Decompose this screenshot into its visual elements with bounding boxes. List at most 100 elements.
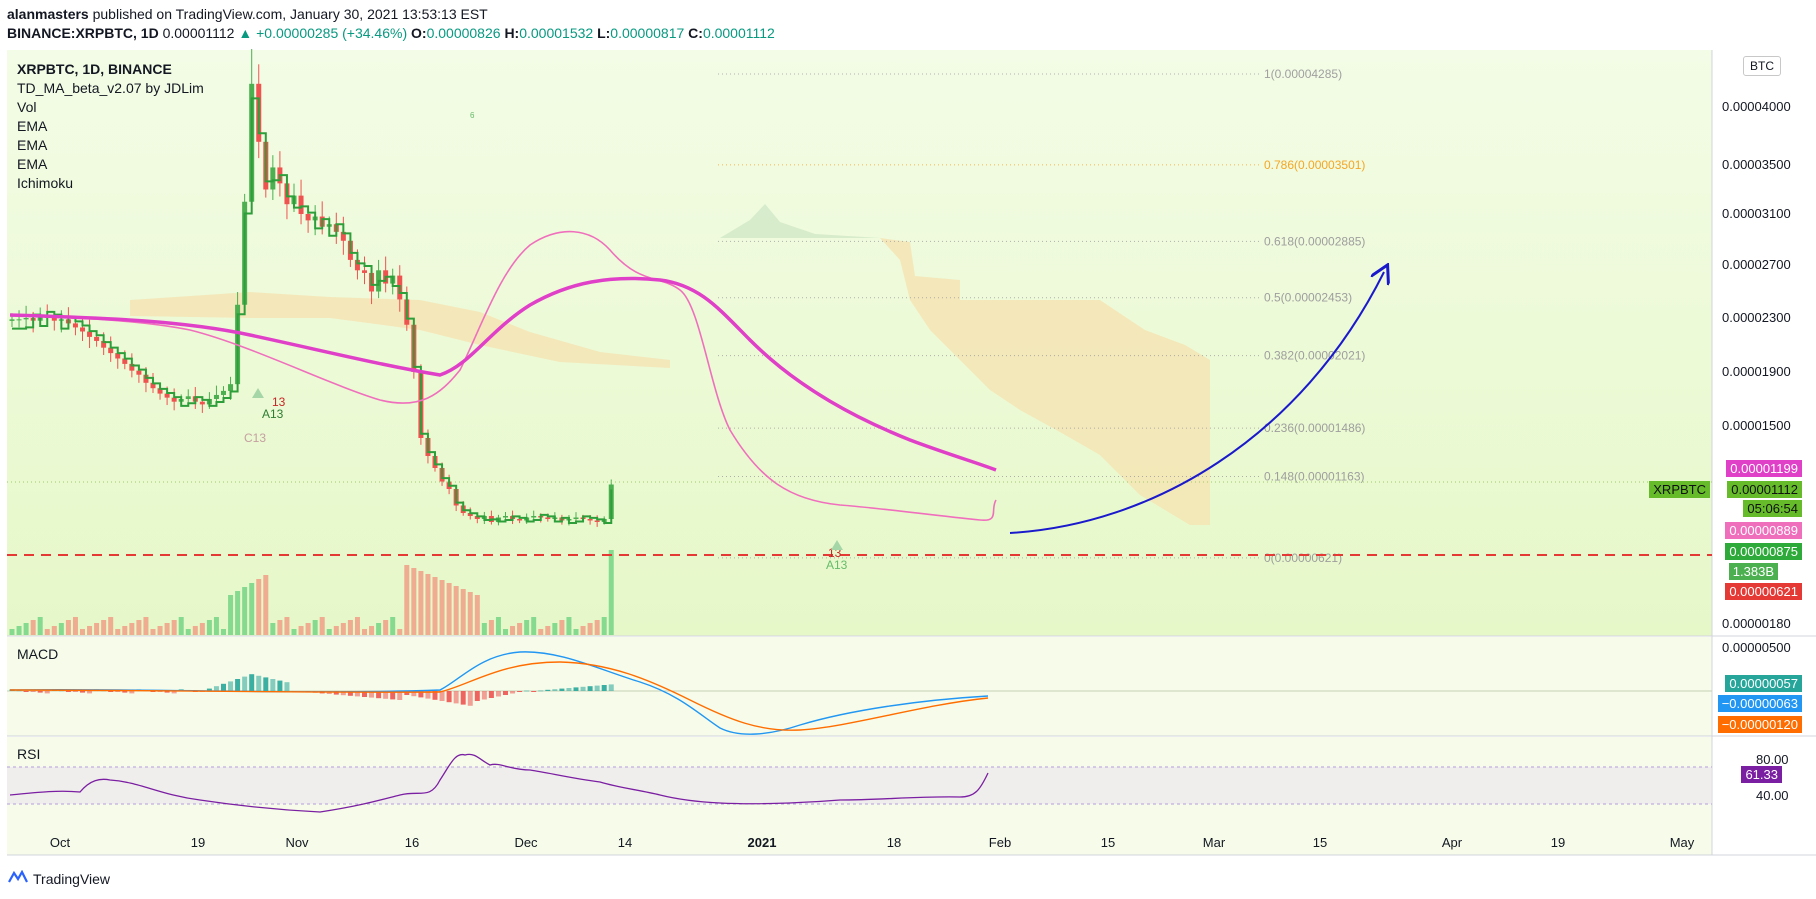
volume-bar — [411, 568, 417, 635]
x-axis-tick: Nov — [285, 835, 309, 850]
rsi-title[interactable]: RSI — [17, 746, 41, 762]
legend-item[interactable]: TD_MA_beta_v2.07 by JDLim — [17, 80, 204, 96]
candle-body — [228, 384, 234, 391]
last-price: 0.00001112 — [162, 25, 235, 41]
macd-bar — [108, 691, 114, 692]
macd-bar — [538, 690, 544, 692]
x-axis-labels: Oct 19 Nov 16 Dec 14 2021 18 Feb 15 Mar 15 Apr 19 May — [50, 835, 1695, 850]
candle-body — [94, 336, 100, 341]
macd-bar — [37, 691, 43, 693]
candle-body — [136, 370, 142, 375]
candle-body — [305, 214, 311, 221]
candle-body — [213, 394, 219, 399]
volume-bar — [354, 617, 360, 635]
volume-bar — [270, 623, 276, 635]
svg-text:C13: C13 — [244, 431, 266, 445]
macd-bar — [263, 677, 269, 691]
candle-body — [362, 270, 367, 273]
legend-item[interactable]: Vol — [17, 99, 37, 115]
author-name[interactable]: alanmasters — [7, 6, 89, 22]
macd-bar — [446, 691, 452, 703]
footer-brand[interactable]: TradingView — [8, 869, 110, 887]
chart-canvas[interactable]: 1(0.00004285) 0.786(0.00003501) 0.618(0.00… — [0, 49, 1816, 859]
macd-bar — [354, 691, 360, 697]
currency-badge[interactable]: BTC — [1743, 56, 1781, 76]
volume-bar — [256, 579, 262, 635]
x-axis-tick: May — [1670, 835, 1695, 850]
macd-bar — [503, 691, 508, 695]
candle-body — [108, 347, 114, 354]
x-axis-tick: 14 — [618, 835, 632, 850]
candle-body — [298, 195, 304, 214]
fib-level-label: 0.786(0.00003501) — [1264, 158, 1365, 172]
projection-arrow[interactable] — [1009, 272, 1384, 534]
candle-body — [221, 390, 226, 395]
macd-bar — [44, 691, 50, 694]
x-axis-tick: 2021 — [748, 835, 777, 850]
macd-bar — [488, 691, 494, 698]
legend-item[interactable]: EMA — [17, 137, 48, 153]
td-price-tag: 0.00000875 — [1725, 543, 1802, 560]
volume-bar — [65, 620, 71, 635]
volume-bar — [481, 623, 487, 635]
volume-bar — [347, 620, 353, 635]
fib-level-label: 0.236(0.00001486) — [1264, 421, 1365, 435]
volume-bar — [510, 626, 516, 635]
legend-item[interactable]: EMA — [17, 156, 48, 172]
volume-bar — [446, 583, 452, 635]
svg-text:6: 6 — [470, 111, 475, 120]
chart-legend: XRPBTC, 1D, BINANCE TD_MA_beta_v2.07 by … — [17, 60, 204, 193]
fib-level-label: 0.148(0.00001163) — [1264, 470, 1365, 484]
volume-bar — [432, 577, 438, 635]
publish-line: alanmasters published on TradingView.com… — [7, 6, 488, 22]
volume-bars — [9, 550, 614, 635]
macd-bar — [397, 691, 403, 700]
macd-bar — [206, 688, 212, 691]
macd-bar — [524, 690, 530, 692]
volume-bar — [16, 626, 22, 635]
ichimoku-cloud-future — [880, 238, 1210, 525]
legend-item[interactable]: EMA — [17, 118, 48, 134]
volume-bar — [425, 574, 431, 635]
svg-text:A13: A13 — [262, 407, 284, 421]
macd-signal-tag: −0.00000120 — [1717, 716, 1802, 733]
macd-bar — [333, 691, 339, 695]
volume-bar — [552, 623, 558, 635]
macd-bar — [369, 691, 375, 698]
volume-bar — [228, 595, 234, 635]
macd-bar — [460, 691, 466, 705]
volume-bar — [488, 620, 494, 635]
volume-bar — [199, 623, 205, 635]
macd-title[interactable]: MACD — [17, 646, 59, 662]
fib-level-label: 0.382(0.00002021) — [1264, 349, 1365, 363]
volume-bar — [524, 620, 530, 635]
macd-bar — [608, 684, 614, 691]
high-value: 0.00001532 — [519, 25, 594, 41]
volume-bar — [249, 583, 255, 635]
macd-bar — [213, 686, 219, 691]
volume-bar — [601, 617, 607, 635]
macd-bar — [545, 689, 551, 691]
ema-fast-line — [9, 230, 997, 521]
volume-bar — [495, 617, 501, 635]
rsi-line — [9, 753, 989, 813]
volume-bar — [474, 595, 480, 635]
volume-bar — [51, 626, 57, 635]
candle-body — [164, 393, 170, 398]
candle-body — [122, 358, 128, 364]
x-axis-tick: 18 — [887, 835, 901, 850]
macd-bar — [495, 691, 501, 697]
macd-bar — [531, 691, 537, 692]
publish-info: published on TradingView.com, January 30… — [92, 6, 488, 22]
legend-item[interactable]: Ichimoku — [17, 175, 74, 191]
symbol-tag: XRPBTC — [1649, 481, 1710, 498]
volume-bar — [538, 629, 544, 635]
volume-bar — [340, 623, 346, 635]
svg-text:13: 13 — [272, 395, 286, 409]
macd-bar — [418, 691, 424, 698]
x-axis-tick: Feb — [989, 835, 1011, 850]
main-pane — [7, 50, 1712, 636]
macd-bar — [587, 686, 593, 691]
volume-bar — [23, 623, 29, 635]
volume-bar — [383, 620, 389, 635]
